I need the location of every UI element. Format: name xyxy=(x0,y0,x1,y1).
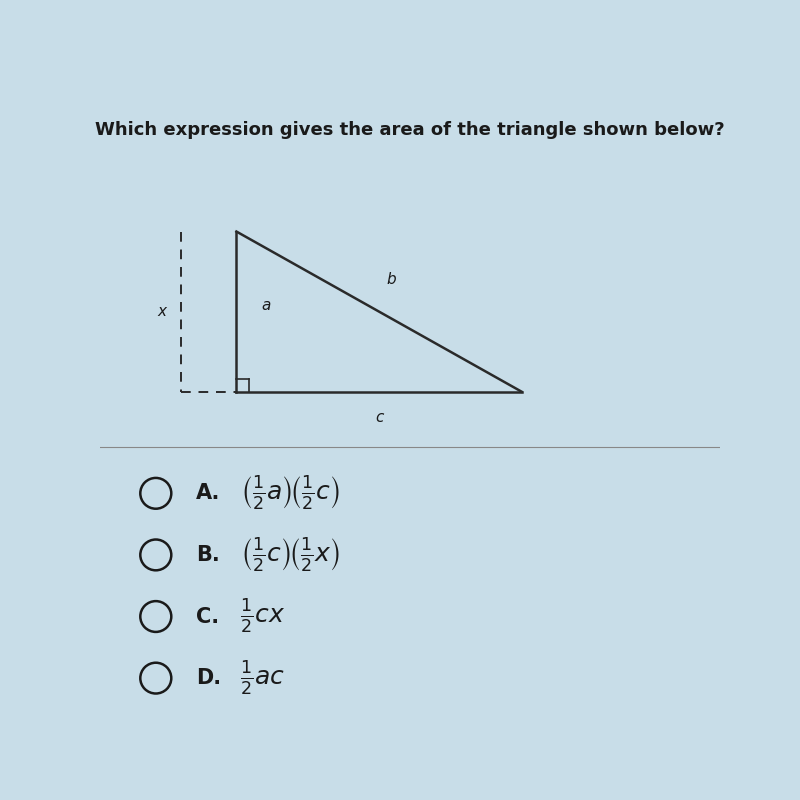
Text: $\left(\frac{1}{2}c\right)\!\left(\frac{1}{2}x\right)$: $\left(\frac{1}{2}c\right)\!\left(\frac{… xyxy=(239,536,339,574)
Text: $\frac{1}{2}ac$: $\frac{1}{2}ac$ xyxy=(239,659,285,697)
Text: D.: D. xyxy=(196,668,222,688)
Text: a: a xyxy=(262,298,270,313)
Text: A.: A. xyxy=(196,483,221,503)
Text: x: x xyxy=(158,304,166,319)
Text: $\frac{1}{2}cx$: $\frac{1}{2}cx$ xyxy=(239,598,285,635)
Text: b: b xyxy=(386,272,396,287)
Text: Which expression gives the area of the triangle shown below?: Which expression gives the area of the t… xyxy=(95,121,725,138)
Text: C.: C. xyxy=(196,606,219,626)
Text: c: c xyxy=(375,410,383,425)
Text: B.: B. xyxy=(196,545,220,565)
Text: $\left(\frac{1}{2}a\right)\!\left(\frac{1}{2}c\right)$: $\left(\frac{1}{2}a\right)\!\left(\frac{… xyxy=(239,474,340,512)
